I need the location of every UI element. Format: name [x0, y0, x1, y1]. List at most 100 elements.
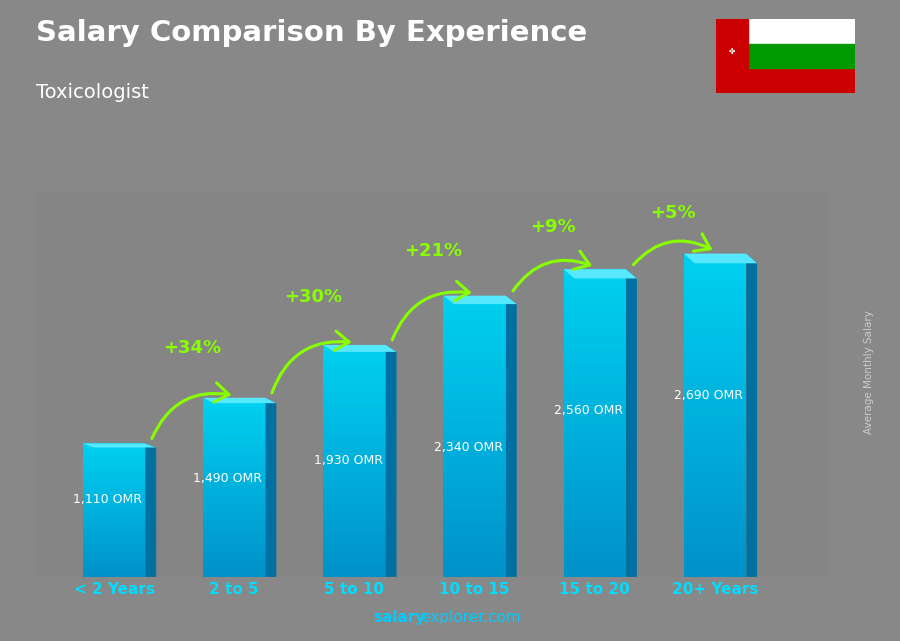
Polygon shape — [746, 254, 757, 577]
Bar — [203, 523, 266, 526]
Bar — [203, 465, 266, 467]
Bar — [203, 554, 266, 557]
Bar — [83, 525, 146, 527]
Bar — [323, 568, 386, 571]
Bar — [684, 274, 746, 278]
Bar — [563, 365, 626, 369]
Text: Salary Comparison By Experience: Salary Comparison By Experience — [36, 19, 587, 47]
Bar — [563, 338, 626, 342]
Bar — [684, 508, 746, 512]
Bar — [684, 399, 746, 403]
Bar — [563, 408, 626, 412]
Bar — [684, 447, 746, 452]
Bar — [444, 560, 506, 563]
Bar — [83, 485, 146, 487]
Bar — [444, 499, 506, 503]
Bar — [684, 294, 746, 298]
Bar — [563, 473, 626, 477]
Bar — [83, 488, 146, 490]
Bar — [83, 444, 146, 445]
Bar — [563, 462, 626, 465]
Bar — [323, 484, 386, 487]
Bar — [684, 407, 746, 412]
Bar — [684, 310, 746, 314]
Bar — [203, 445, 266, 447]
Bar — [203, 503, 266, 505]
Bar — [83, 500, 146, 502]
Text: +34%: +34% — [164, 339, 221, 357]
Polygon shape — [506, 296, 517, 577]
Bar — [563, 538, 626, 542]
Bar — [684, 359, 746, 363]
Bar — [716, 19, 748, 93]
Bar — [203, 519, 266, 521]
Bar — [563, 369, 626, 373]
Bar — [444, 415, 506, 419]
Bar — [444, 506, 506, 510]
Bar — [444, 324, 506, 328]
Bar — [563, 423, 626, 427]
Bar — [563, 485, 626, 488]
Bar — [563, 535, 626, 538]
Bar — [323, 574, 386, 577]
Polygon shape — [444, 296, 517, 304]
Bar — [323, 385, 386, 388]
Bar — [203, 403, 266, 404]
Bar — [323, 472, 386, 476]
Bar — [203, 505, 266, 508]
Bar — [684, 520, 746, 524]
Bar — [203, 499, 266, 501]
Bar — [684, 266, 746, 270]
Bar — [203, 514, 266, 517]
Bar — [323, 420, 386, 423]
Bar — [203, 566, 266, 568]
Bar — [83, 565, 146, 567]
Bar — [203, 548, 266, 550]
Bar — [563, 292, 626, 296]
Bar — [203, 521, 266, 523]
Bar — [563, 435, 626, 438]
Bar — [444, 404, 506, 408]
Bar — [563, 492, 626, 496]
Bar — [684, 306, 746, 310]
Bar — [83, 522, 146, 524]
Bar — [684, 335, 746, 338]
Bar — [748, 19, 855, 44]
Bar — [444, 328, 506, 331]
Bar — [83, 540, 146, 542]
Bar — [83, 445, 146, 447]
Bar — [203, 532, 266, 535]
Bar — [323, 548, 386, 551]
Bar — [563, 404, 626, 408]
Bar — [83, 544, 146, 545]
Bar — [684, 476, 746, 480]
Bar — [444, 464, 506, 468]
Bar — [203, 472, 266, 474]
Bar — [684, 435, 746, 440]
Bar — [83, 465, 146, 467]
Bar — [444, 492, 506, 496]
Bar — [323, 351, 386, 354]
Bar — [83, 467, 146, 469]
Bar — [563, 415, 626, 419]
Bar — [323, 522, 386, 525]
Bar — [444, 349, 506, 352]
Bar — [83, 512, 146, 513]
Bar — [444, 310, 506, 313]
Bar — [563, 377, 626, 381]
Bar — [83, 569, 146, 570]
Bar — [203, 467, 266, 469]
Bar — [83, 542, 146, 544]
Bar — [323, 562, 386, 565]
Bar — [563, 350, 626, 354]
Bar — [444, 355, 506, 359]
Bar — [563, 500, 626, 504]
Bar — [563, 319, 626, 323]
Bar — [323, 467, 386, 470]
Bar — [444, 513, 506, 517]
Polygon shape — [386, 345, 397, 577]
Bar — [83, 450, 146, 452]
Bar — [323, 388, 386, 391]
Polygon shape — [203, 398, 276, 403]
Bar — [203, 544, 266, 545]
